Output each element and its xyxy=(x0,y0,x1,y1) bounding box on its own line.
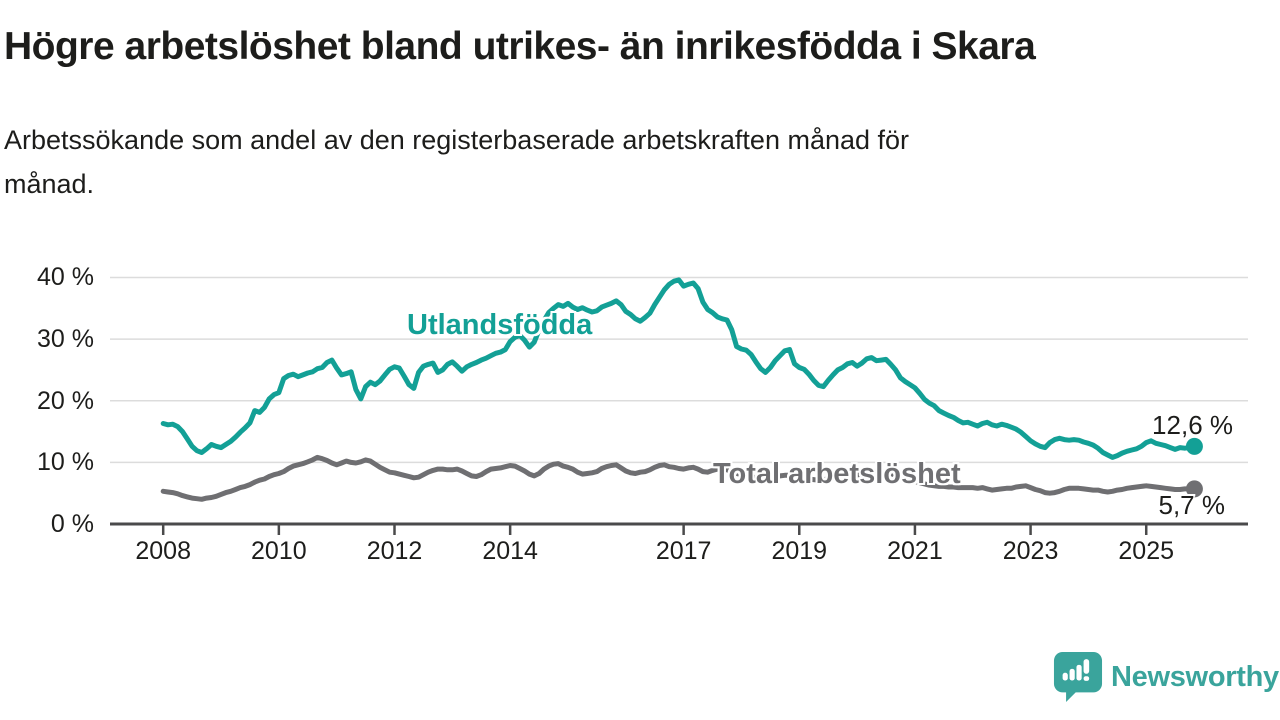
series-line-1 xyxy=(160,454,1197,502)
newsworthy-logo: Newsworthy xyxy=(1053,650,1279,704)
end-value-label-total: 5,7 % xyxy=(1158,490,1226,520)
x-tick-label: 2023 xyxy=(1002,537,1059,565)
series-label-total-arbetsloshet: Total arbetslöshet xyxy=(713,458,961,490)
subtitle-line-1: Arbetssökande som andel av den registerb… xyxy=(4,125,910,155)
x-tick-label: 2019 xyxy=(771,537,828,565)
series-end-dot-0 xyxy=(1185,437,1203,455)
y-tick-label: 10 % xyxy=(37,448,94,477)
subtitle-line-2: månad. xyxy=(4,169,95,199)
x-tick-label: 2010 xyxy=(251,537,307,565)
newsworthy-logo-icon xyxy=(1053,652,1103,702)
x-tick-label: 2025 xyxy=(1118,537,1175,565)
x-tick-label: 2014 xyxy=(482,537,538,565)
x-tick-label: 2021 xyxy=(887,537,943,565)
x-tick-label: 2012 xyxy=(366,537,423,565)
series-label-utlandsfodda: Utlandsfödda xyxy=(407,309,593,341)
y-tick-label: 20 % xyxy=(37,386,94,415)
y-tick-label: 0 % xyxy=(50,510,94,538)
y-tick-label: 30 % xyxy=(37,325,94,354)
page-title: Högre arbetslöshet bland utrikes- än inr… xyxy=(4,25,1036,68)
end-value-label-utlandsfodda: 12,6 % xyxy=(1152,410,1233,440)
y-tick-label: 40 % xyxy=(37,263,94,292)
x-tick-label: 2008 xyxy=(135,537,191,565)
series-line-0 xyxy=(160,277,1197,460)
chart-subtitle: Arbetssökande som andel av den registerb… xyxy=(4,118,1204,206)
x-tick-label: 2017 xyxy=(655,537,712,565)
newsworthy-wordmark: Newsworthy xyxy=(1111,660,1279,693)
series-end-dot-1 xyxy=(1185,480,1203,498)
